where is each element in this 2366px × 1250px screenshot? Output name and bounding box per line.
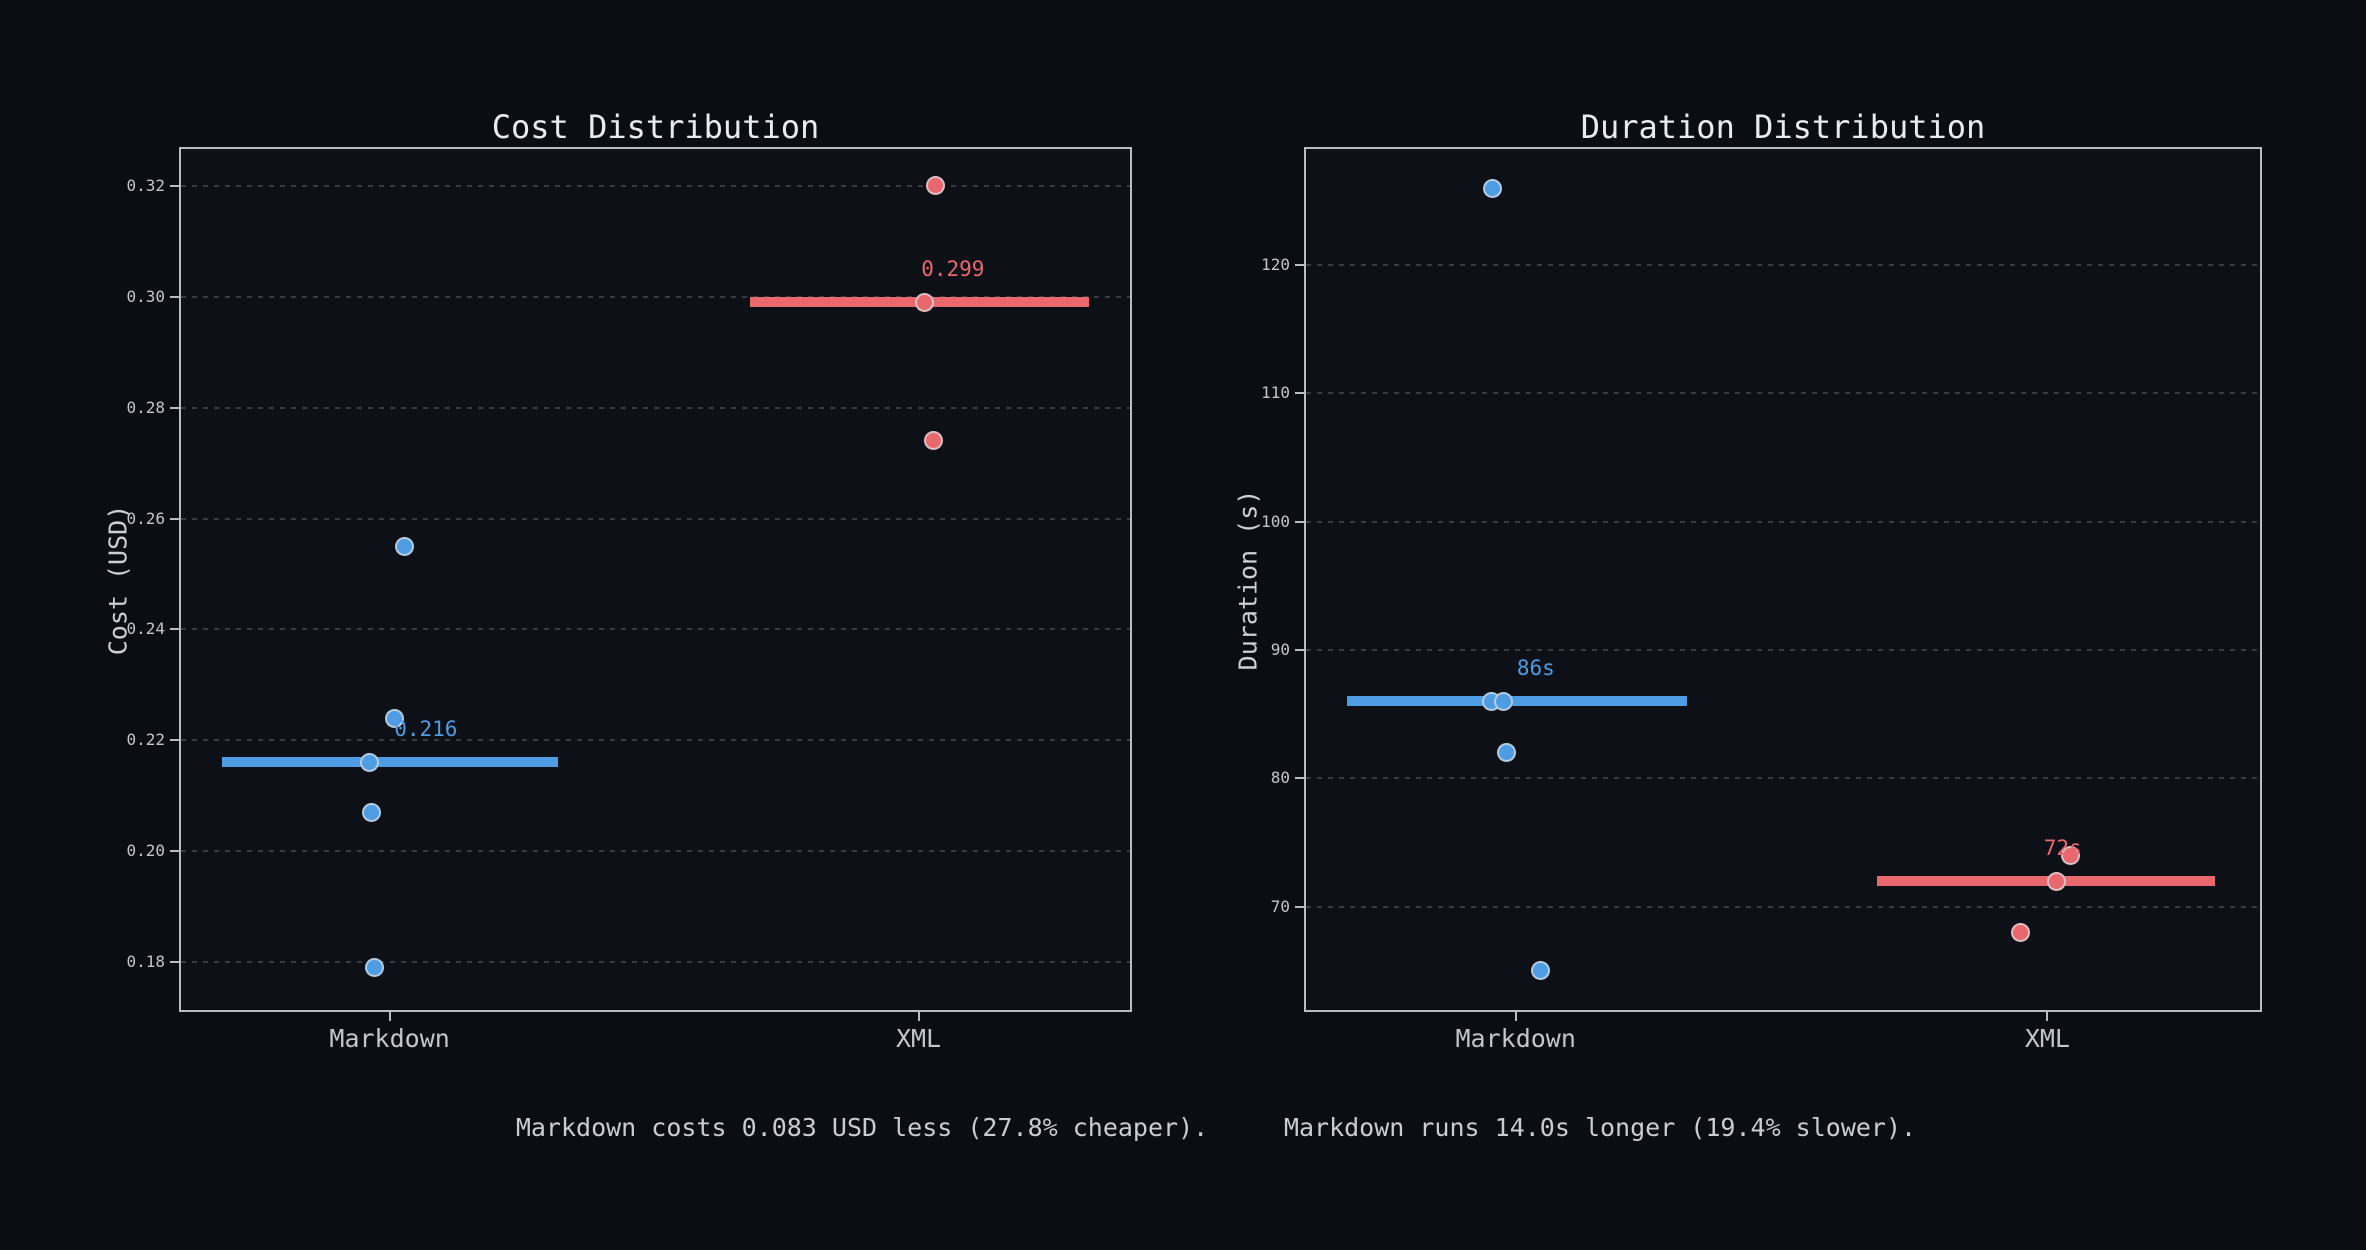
y-tick-mark: [1295, 649, 1304, 652]
y-tick-label: 100: [1261, 511, 1290, 531]
y-tick-label: 0.20: [126, 841, 165, 861]
x-tick-mark: [917, 1012, 920, 1021]
grid-line: [181, 184, 1130, 187]
plot-area: [179, 147, 1132, 1012]
data-point: [384, 708, 404, 728]
y-tick-mark: [170, 406, 179, 409]
grid-line: [181, 406, 1130, 409]
grid-line: [1306, 777, 2260, 780]
y-tick-label: 0.30: [126, 286, 165, 306]
y-tick-mark: [1295, 264, 1304, 267]
data-point: [1483, 178, 1503, 198]
median-line: [1876, 876, 2216, 887]
y-tick-mark: [170, 739, 179, 742]
median-label: 0.299: [921, 257, 985, 282]
grid-line: [1306, 905, 2260, 908]
chart-title: Cost Distribution: [491, 108, 820, 146]
data-point: [924, 431, 944, 451]
grid-line: [181, 517, 1130, 520]
y-tick-label: 110: [1261, 383, 1290, 403]
y-tick-mark: [170, 628, 179, 631]
grid-line: [181, 961, 1130, 964]
data-point: [2047, 871, 2067, 891]
grid-line: [1306, 264, 2260, 267]
y-tick-label: 0.24: [126, 619, 165, 639]
y-tick-label: 70: [1270, 896, 1290, 916]
y-tick-mark: [1295, 392, 1304, 395]
data-point: [2011, 922, 2031, 942]
x-tick-mark: [1514, 1012, 1517, 1021]
y-tick-mark: [1295, 777, 1304, 780]
grid-line: [1306, 392, 2260, 395]
data-point: [1531, 961, 1551, 981]
data-point: [362, 802, 381, 822]
y-tick-mark: [1295, 520, 1304, 523]
data-point: [360, 752, 380, 772]
x-tick-label: Markdown: [1455, 1024, 1576, 1053]
plot-area: [1304, 147, 2262, 1012]
y-tick-mark: [170, 850, 179, 853]
data-point: [914, 292, 934, 312]
data-point: [1496, 743, 1516, 763]
grid-line: [181, 739, 1130, 742]
y-tick-label: 0.22: [126, 730, 165, 750]
data-point: [2060, 845, 2080, 865]
y-tick-label: 90: [1270, 640, 1290, 660]
median-label: 72s: [2043, 836, 2082, 861]
grid-line: [181, 295, 1130, 298]
y-tick-mark: [170, 961, 179, 964]
x-tick-mark: [388, 1012, 391, 1021]
grid-line: [1306, 649, 2260, 652]
median-label: 86s: [1516, 656, 1555, 681]
x-tick-label: XML: [2024, 1024, 2070, 1053]
chart-title: Duration Distribution: [1580, 108, 1986, 146]
median-label: 0.216: [394, 717, 458, 742]
duration-summary-text: Markdown runs 14.0s longer (19.4% slower…: [1283, 1113, 1917, 1142]
y-tick-label: 0.28: [126, 397, 165, 417]
grid-line: [181, 850, 1130, 853]
y-tick-label: 0.18: [126, 952, 165, 972]
data-point: [364, 958, 384, 978]
y-tick-label: 0.26: [126, 508, 165, 528]
y-tick-label: 120: [1261, 255, 1290, 275]
data-point: [926, 176, 946, 196]
y-tick-label: 80: [1270, 768, 1290, 788]
median-line: [221, 757, 559, 768]
y-tick-label: 0.32: [126, 175, 165, 195]
x-tick-label: XML: [895, 1024, 942, 1053]
y-tick-mark: [170, 184, 179, 187]
x-tick-label: Markdown: [329, 1024, 450, 1053]
y-tick-mark: [170, 295, 179, 298]
grid-line: [181, 628, 1130, 631]
data-point: [1493, 691, 1513, 711]
median-line: [1347, 696, 1688, 707]
y-tick-mark: [170, 517, 179, 520]
data-point: [395, 536, 415, 556]
y-tick-mark: [1295, 905, 1304, 908]
grid-line: [1306, 520, 2260, 523]
x-tick-mark: [2046, 1012, 2049, 1021]
cost-summary-text: Markdown costs 0.083 USD less (27.8% che…: [515, 1113, 1209, 1142]
